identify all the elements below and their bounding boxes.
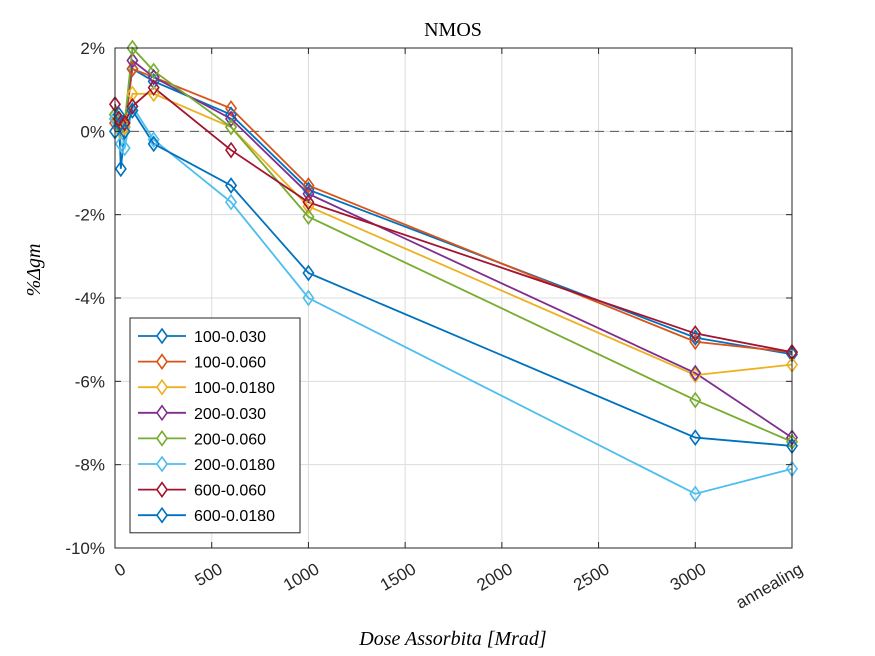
data-point-marker (147, 79, 160, 96)
data-point-marker (225, 106, 238, 124)
y-tick-label: -10% (65, 539, 105, 558)
data-point-marker (302, 208, 315, 226)
axis-ticks (114, 47, 793, 549)
legend-label: 600-0.0180 (194, 508, 275, 525)
legend-marker (155, 481, 169, 498)
legend-marker (155, 404, 169, 422)
legend-label: 200-0.060 (194, 431, 266, 448)
data-point-marker (118, 114, 131, 132)
data-point-marker (302, 264, 315, 282)
legend-label: 200-0.030 (194, 406, 266, 423)
legend-label: 100-0.0180 (194, 380, 275, 397)
chart-title: NMOS (424, 19, 482, 41)
data-point-marker (147, 85, 160, 103)
data-point-marker (689, 325, 702, 342)
series-markers (108, 39, 799, 503)
data-point-marker (126, 85, 139, 103)
data-point-marker (118, 139, 131, 157)
legend-marker (155, 455, 169, 473)
data-point-marker (302, 193, 315, 211)
data-point-marker (126, 97, 139, 115)
data-point-marker (225, 100, 238, 117)
data-point-marker (126, 39, 139, 57)
data-point-marker (126, 60, 139, 78)
legend-label: 200-0.0180 (194, 457, 275, 474)
data-point-marker (147, 68, 160, 86)
data-point-marker (689, 485, 702, 503)
legend-label: 600-0.060 (194, 483, 266, 500)
data-point-marker (302, 185, 315, 203)
x-axis-label: Dose Assorbita [Mrad] (358, 628, 546, 650)
data-point-marker (689, 391, 702, 409)
data-point-marker (147, 135, 160, 153)
data-point-marker (225, 177, 238, 194)
data-point-marker (302, 177, 315, 194)
data-point-marker (225, 110, 238, 128)
legend-label: 100-0.060 (194, 355, 266, 372)
y-tick-label: 0% (80, 122, 105, 141)
data-point-marker (118, 122, 131, 140)
legend-marker (155, 506, 169, 524)
data-point-marker (147, 131, 160, 149)
y-tick-label: -6% (75, 372, 105, 391)
y-axis-label: %Δgm (23, 244, 45, 297)
data-point-marker (302, 289, 315, 307)
data-point-marker (689, 364, 702, 382)
data-point-marker (112, 106, 125, 124)
data-point-marker (689, 429, 702, 446)
data-point-marker (689, 333, 702, 351)
data-point-marker (225, 141, 238, 159)
legend-marker (155, 378, 169, 396)
y-tick-label: -2% (75, 206, 105, 225)
series-line (114, 108, 793, 447)
y-tick-labels: 2% 0% -2% -4% -6% -8% -10% (65, 39, 105, 558)
legend-label: 100-0.030 (194, 329, 266, 346)
legend-box (129, 317, 301, 534)
legend-marker (155, 430, 169, 447)
data-point-marker (225, 118, 238, 136)
y-tick-label: -8% (75, 456, 105, 475)
data-point-marker (689, 366, 702, 384)
data-point-marker (114, 160, 127, 178)
y-tick-label: 2% (80, 39, 105, 58)
legend-marker (155, 327, 169, 345)
data-point-marker (126, 102, 139, 119)
data-point-marker (225, 193, 238, 211)
legend-marker (155, 353, 169, 370)
data-point-marker (126, 52, 139, 69)
legend: 100-0.030 100-0.060 100-0.0180 200-0.030 200… (129, 317, 301, 534)
y-tick-label: -4% (75, 289, 105, 308)
data-point-marker (147, 62, 160, 80)
